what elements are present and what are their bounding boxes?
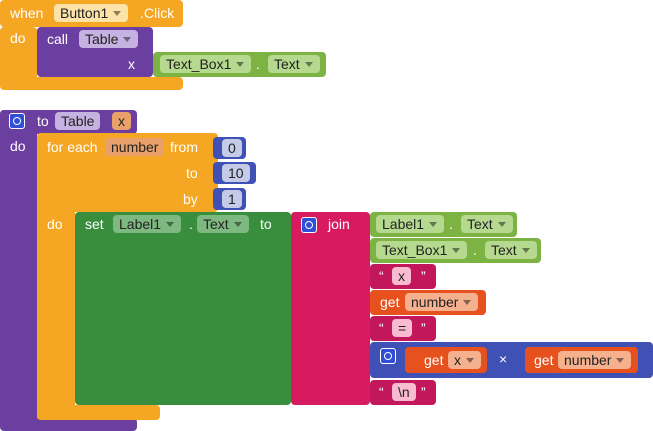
block-label: “ bbox=[379, 268, 384, 284]
field-chip: \n bbox=[392, 383, 416, 401]
block-label: to bbox=[260, 216, 272, 232]
field-chip[interactable]: Text_Box1 bbox=[160, 55, 252, 73]
block-label: . bbox=[189, 216, 193, 232]
block-label: “ bbox=[379, 320, 384, 336]
field-chip: 1 bbox=[222, 190, 242, 208]
block-label: ” bbox=[421, 320, 426, 336]
procedure-footer bbox=[0, 418, 137, 431]
field-chip[interactable]: Table bbox=[79, 30, 139, 48]
field-chip: Table bbox=[55, 112, 101, 130]
block-label: to bbox=[37, 113, 49, 129]
join-block bbox=[291, 212, 370, 405]
field-chip[interactable]: Text bbox=[461, 215, 513, 233]
field-chip[interactable]: Text bbox=[268, 55, 320, 73]
block-label: set bbox=[85, 216, 104, 232]
block-label: do bbox=[47, 216, 63, 232]
block-label: do bbox=[10, 138, 26, 154]
for-each-footer bbox=[37, 405, 160, 420]
field-chip: x bbox=[112, 112, 131, 130]
field-chip[interactable]: number bbox=[405, 293, 479, 311]
field-chip[interactable]: Text bbox=[197, 215, 249, 233]
field-chip[interactable]: Text bbox=[485, 241, 537, 259]
field-chip[interactable]: Text_Box1 bbox=[376, 241, 468, 259]
block-label: ” bbox=[421, 268, 426, 284]
block-label: × bbox=[499, 351, 508, 367]
event-footer bbox=[0, 77, 183, 90]
field-chip: number bbox=[105, 138, 165, 156]
block-label: . bbox=[256, 56, 260, 72]
block-label: get bbox=[424, 352, 444, 368]
block-label: . bbox=[449, 216, 453, 232]
field-chip: 0 bbox=[222, 139, 242, 157]
mutator-icon[interactable] bbox=[301, 217, 317, 233]
block-label: “ bbox=[379, 384, 384, 400]
field-chip[interactable]: number bbox=[558, 351, 632, 369]
block-label: .Click bbox=[140, 5, 175, 21]
block-label: call bbox=[47, 31, 69, 47]
block-label: . bbox=[473, 242, 477, 258]
field-chip[interactable]: Button1 bbox=[54, 4, 129, 22]
block-label: for each bbox=[47, 139, 98, 155]
for-each-body bbox=[37, 133, 75, 420]
mutator-icon[interactable] bbox=[380, 348, 396, 364]
field-chip[interactable]: Label1 bbox=[113, 215, 182, 233]
procedure-body bbox=[0, 110, 37, 430]
block-label: by bbox=[183, 191, 198, 207]
block-label: get bbox=[534, 352, 554, 368]
field-chip[interactable]: Label1 bbox=[376, 215, 445, 233]
set-block bbox=[75, 212, 291, 405]
mutator-icon[interactable] bbox=[9, 113, 25, 129]
block-label: do bbox=[10, 30, 26, 46]
block-label: ” bbox=[421, 384, 426, 400]
block-label: to bbox=[186, 165, 198, 181]
block-label: get bbox=[380, 294, 400, 310]
block-label: when bbox=[10, 5, 44, 21]
field-chip: = bbox=[392, 319, 413, 337]
block-label: x bbox=[128, 56, 135, 72]
field-chip: 10 bbox=[222, 164, 250, 182]
field-chip[interactable]: x bbox=[448, 351, 481, 369]
block-label: from bbox=[170, 139, 198, 155]
field-chip: x bbox=[392, 267, 411, 285]
block-label: join bbox=[328, 216, 350, 232]
